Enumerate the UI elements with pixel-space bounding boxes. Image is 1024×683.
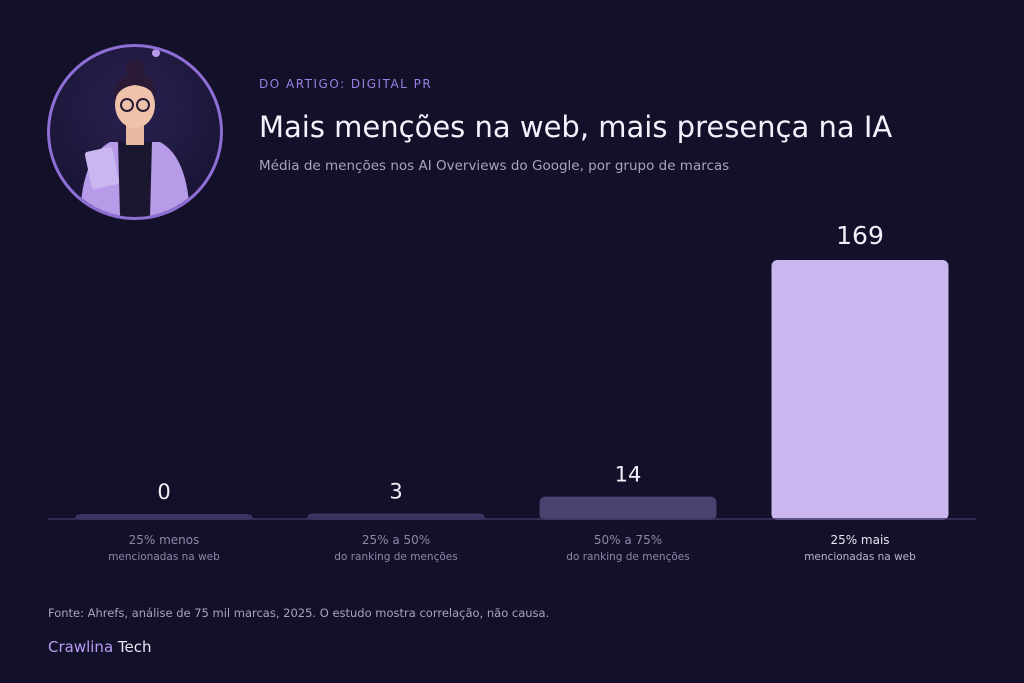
category-label-2: 50% a 75%: [594, 533, 662, 547]
brand-name-part2: Tech: [117, 638, 152, 656]
brand-name-part1: Crawlina: [48, 638, 114, 656]
source-note: Fonte: Ahrefs, análise de 75 mil marcas,…: [48, 606, 550, 620]
article-eyebrow: DO ARTIGO: DIGITAL PR: [259, 77, 433, 91]
value-label-2: 14: [615, 463, 642, 487]
value-label-1: 3: [389, 479, 402, 503]
category-sublabel-2: do ranking de menções: [566, 551, 689, 563]
chart-subtitle: Média de menções nos AI Overviews do Goo…: [259, 158, 730, 174]
category-label-0: 25% menos: [129, 533, 200, 547]
category-sublabel-0: mencionadas na web: [108, 551, 220, 563]
bar-3: [771, 260, 949, 520]
value-label-0: 0: [157, 480, 170, 504]
value-label-3: 169: [836, 221, 884, 250]
category-sublabel-1: do ranking de menções: [334, 551, 457, 563]
avatar-illustration: [80, 49, 190, 217]
author-avatar: [47, 44, 223, 220]
category-sublabel-3: mencionadas na web: [804, 551, 916, 563]
chart-title: Mais menções na web, mais presença na IA: [259, 110, 893, 144]
category-label-3: 25% mais: [830, 533, 889, 547]
category-label-1: 25% a 50%: [362, 533, 430, 547]
bar-2: [539, 496, 717, 520]
brand-logo: Crawlina Tech: [48, 638, 152, 656]
